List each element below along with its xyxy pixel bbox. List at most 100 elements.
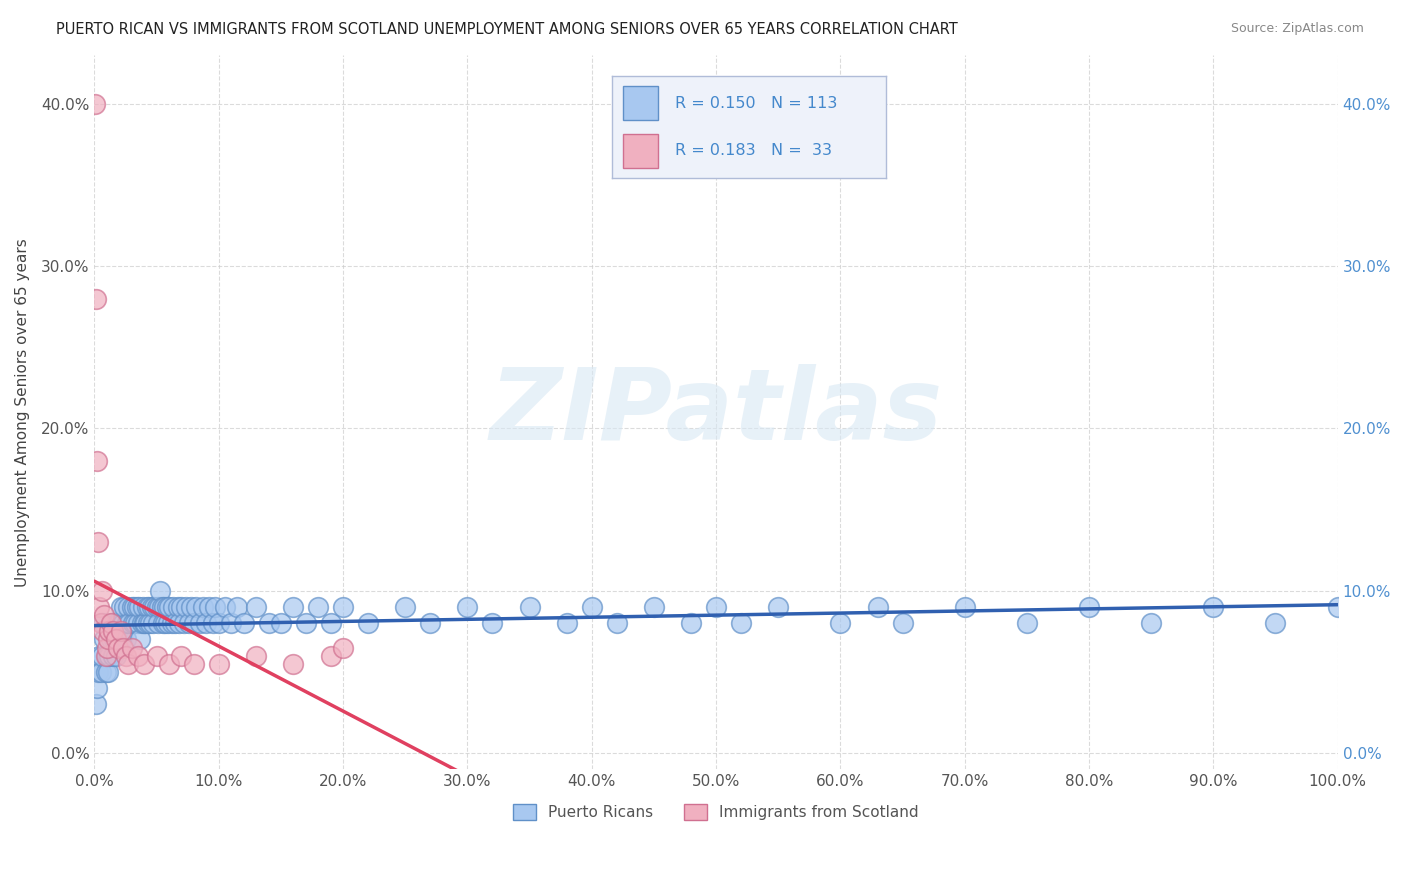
- Point: [142, 616, 165, 631]
- FancyBboxPatch shape: [623, 135, 658, 168]
- Point: [110, 599, 132, 614]
- Point: [90, 616, 112, 631]
- Point: [208, 657, 231, 671]
- Point: [101, 624, 124, 639]
- Point: [204, 599, 226, 614]
- Point: [155, 599, 177, 614]
- Point: [188, 616, 211, 631]
- Point: [112, 616, 135, 631]
- Point: [97, 632, 120, 647]
- Point: [201, 616, 224, 631]
- Point: [87, 535, 110, 549]
- Point: [98, 648, 121, 663]
- Point: [606, 616, 628, 631]
- Point: [519, 599, 541, 614]
- Point: [198, 599, 221, 614]
- Point: [245, 648, 267, 663]
- Point: [173, 616, 195, 631]
- Point: [332, 640, 354, 655]
- Point: [96, 648, 118, 663]
- Point: [270, 616, 292, 631]
- Point: [891, 616, 914, 631]
- Point: [155, 616, 177, 631]
- Point: [100, 616, 122, 631]
- Point: [86, 454, 108, 468]
- Point: [122, 616, 145, 631]
- Point: [232, 616, 254, 631]
- Point: [104, 632, 127, 647]
- Y-axis label: Unemployment Among Seniors over 65 years: Unemployment Among Seniors over 65 years: [15, 238, 30, 587]
- Point: [135, 599, 157, 614]
- Point: [103, 632, 125, 647]
- Point: [114, 648, 136, 663]
- Point: [150, 599, 173, 614]
- Point: [134, 616, 156, 631]
- Point: [186, 599, 208, 614]
- Point: [162, 599, 184, 614]
- Point: [121, 599, 143, 614]
- Point: [319, 616, 342, 631]
- Point: [730, 616, 752, 631]
- Point: [94, 665, 117, 679]
- Point: [283, 657, 305, 671]
- Point: [131, 616, 153, 631]
- Point: [84, 96, 107, 111]
- Point: [146, 616, 169, 631]
- Point: [94, 648, 117, 663]
- Point: [112, 640, 135, 655]
- Point: [149, 583, 172, 598]
- Point: [105, 616, 128, 631]
- Point: [93, 632, 115, 647]
- Point: [129, 632, 152, 647]
- Point: [101, 616, 124, 631]
- Point: [141, 599, 163, 614]
- Point: [96, 640, 118, 655]
- Point: [124, 616, 146, 631]
- Point: [283, 599, 305, 614]
- Point: [89, 648, 111, 663]
- Point: [107, 640, 129, 655]
- Point: [766, 599, 789, 614]
- Point: [214, 599, 236, 614]
- Point: [295, 616, 318, 631]
- Point: [180, 599, 202, 614]
- Point: [91, 624, 114, 639]
- Point: [1264, 616, 1286, 631]
- Point: [121, 640, 143, 655]
- Point: [166, 599, 188, 614]
- Point: [481, 616, 503, 631]
- Point: [394, 599, 416, 614]
- Point: [107, 632, 129, 647]
- Point: [117, 657, 139, 671]
- Point: [1078, 599, 1101, 614]
- Point: [152, 616, 174, 631]
- Point: [136, 616, 159, 631]
- Point: [98, 624, 121, 639]
- Point: [160, 616, 183, 631]
- Point: [127, 616, 149, 631]
- Point: [115, 616, 138, 631]
- Point: [100, 632, 122, 647]
- Point: [139, 616, 162, 631]
- Point: [419, 616, 441, 631]
- Point: [132, 599, 155, 614]
- Point: [357, 616, 380, 631]
- Point: [84, 698, 107, 712]
- Point: [122, 599, 145, 614]
- Point: [1015, 616, 1038, 631]
- Point: [555, 616, 578, 631]
- Point: [112, 599, 135, 614]
- Point: [183, 616, 205, 631]
- Text: ZIPatlas: ZIPatlas: [489, 364, 942, 461]
- Point: [143, 599, 166, 614]
- Point: [138, 599, 160, 614]
- Point: [245, 599, 267, 614]
- Point: [145, 648, 167, 663]
- Point: [953, 599, 976, 614]
- Point: [191, 599, 214, 614]
- Point: [157, 657, 180, 671]
- Point: [97, 665, 120, 679]
- Point: [226, 599, 249, 614]
- Text: PUERTO RICAN VS IMMIGRANTS FROM SCOTLAND UNEMPLOYMENT AMONG SENIORS OVER 65 YEAR: PUERTO RICAN VS IMMIGRANTS FROM SCOTLAND…: [56, 22, 957, 37]
- Point: [581, 599, 603, 614]
